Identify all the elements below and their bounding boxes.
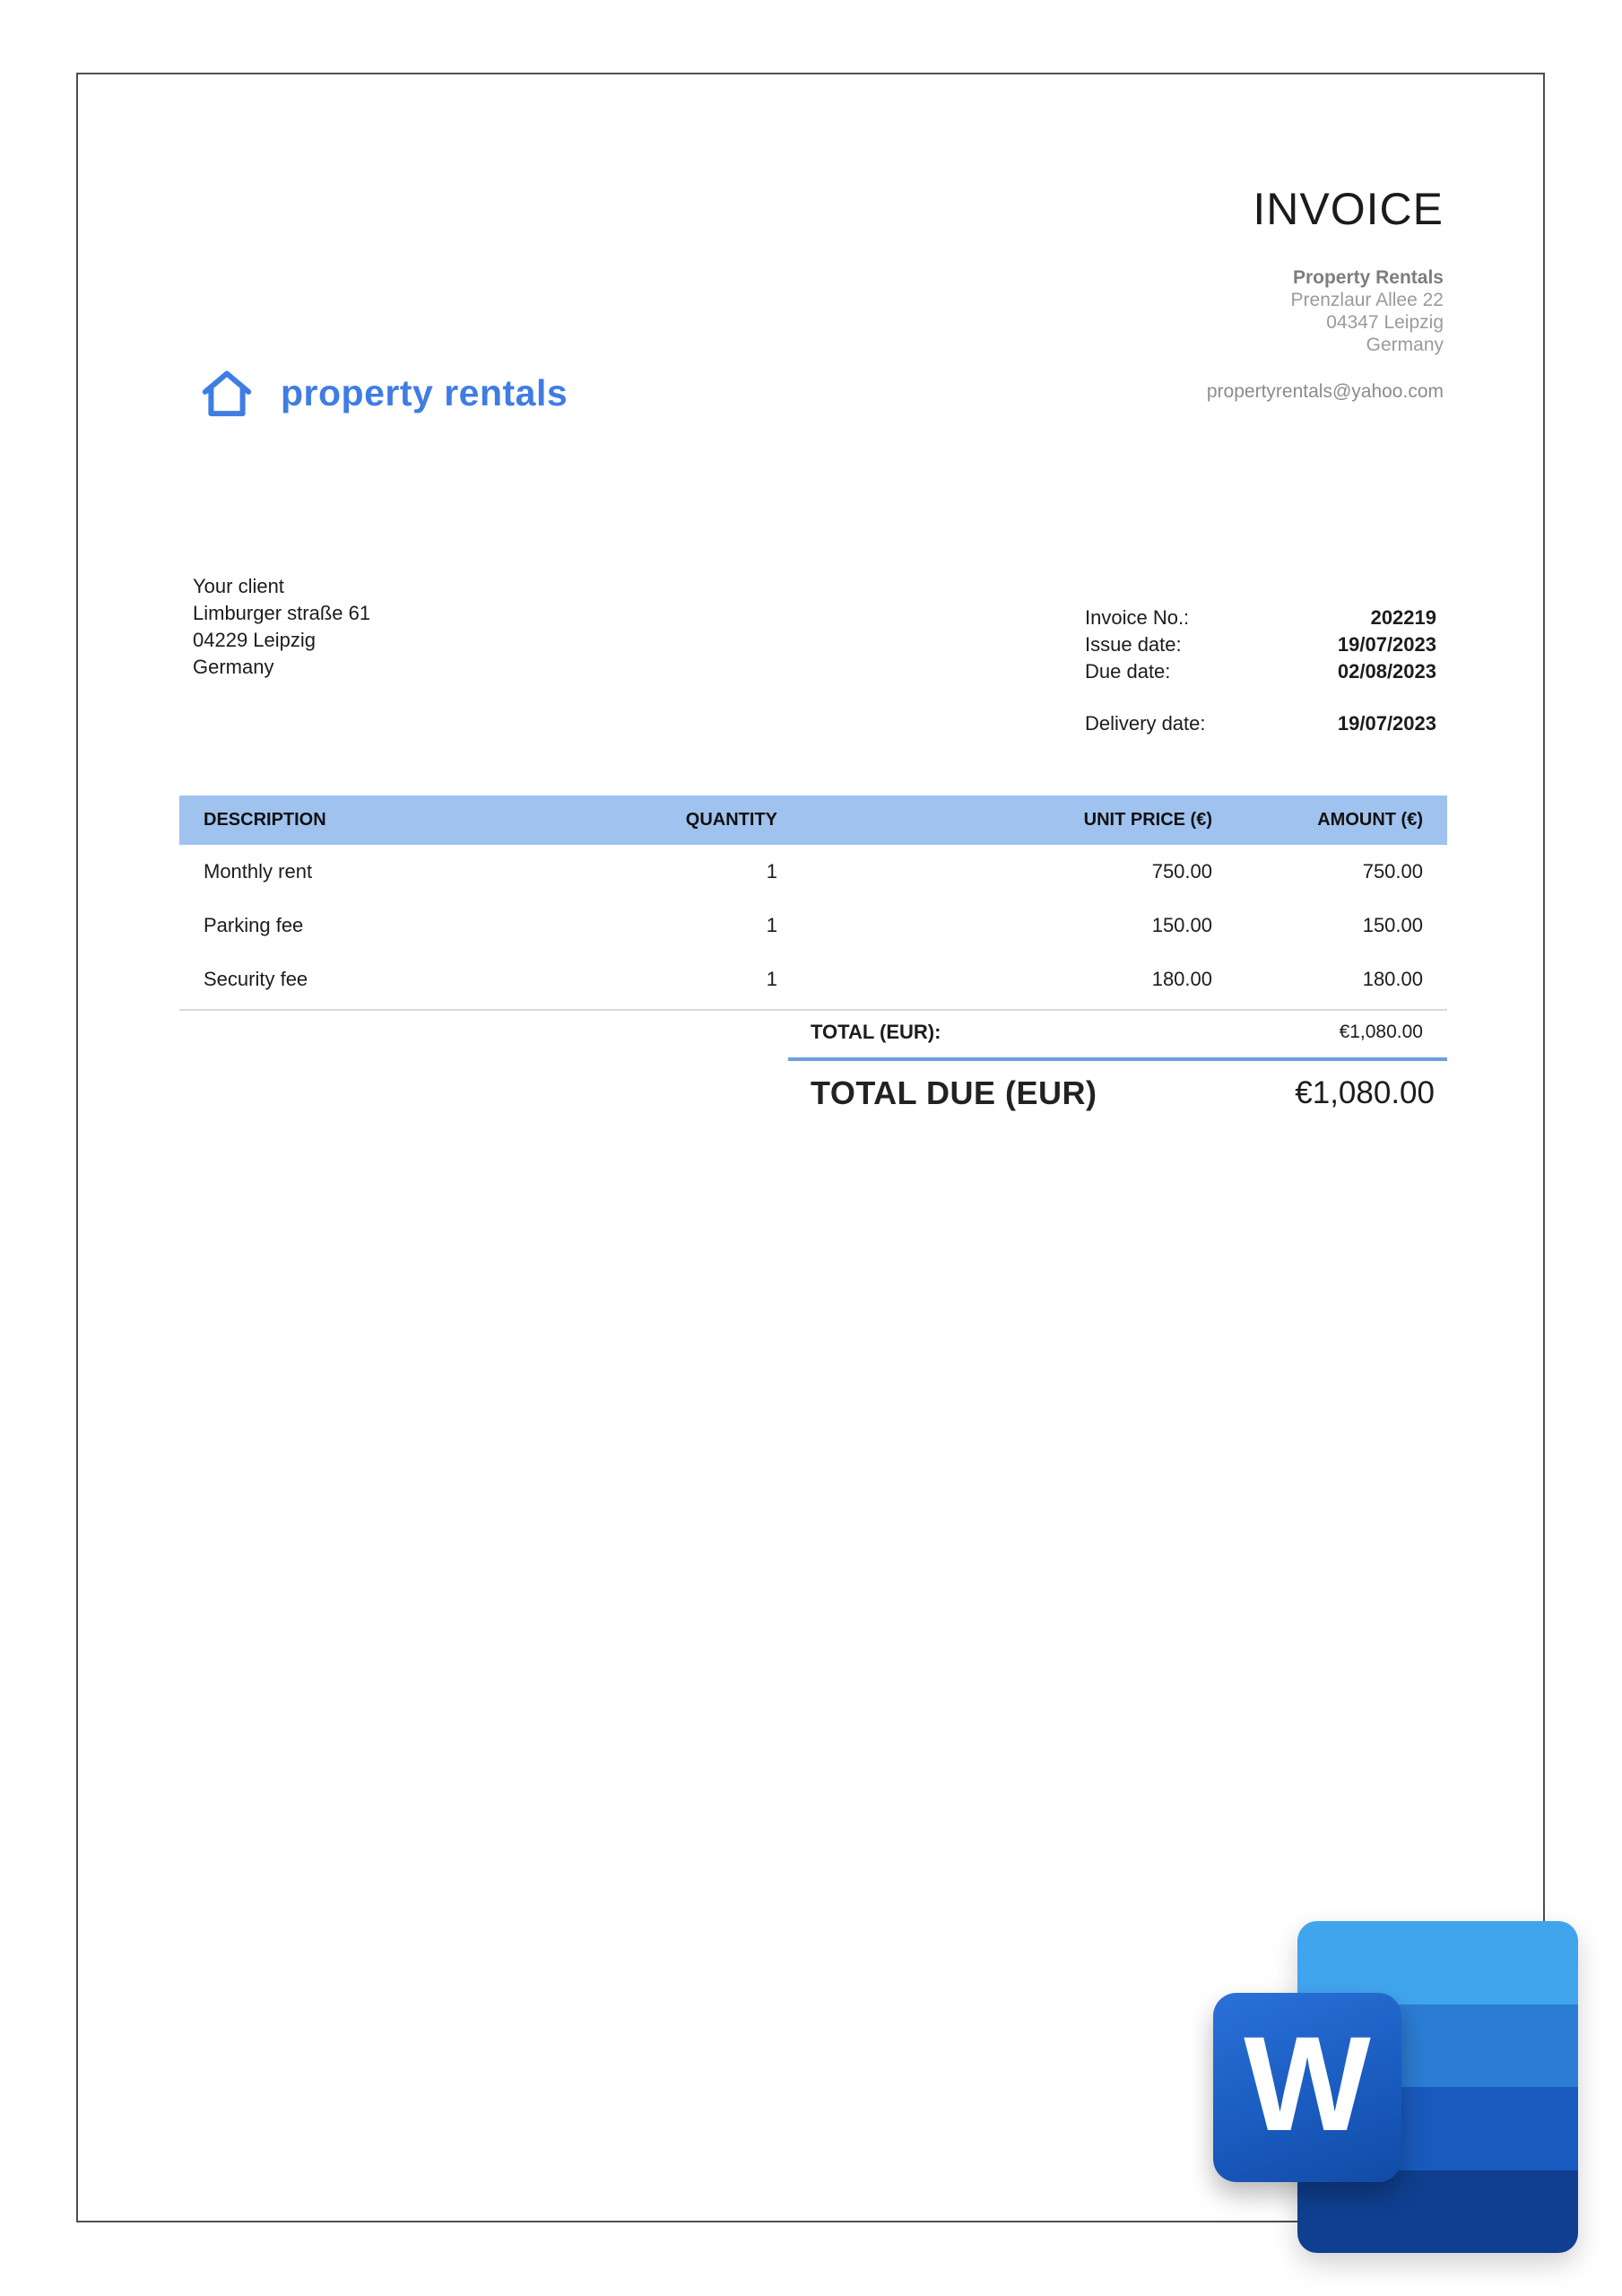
- table-row: Parking fee 1 150.00 150.00: [179, 899, 1447, 952]
- header-description: DESCRIPTION: [204, 810, 326, 830]
- company-address-block: Property Rentals Prenzlaur Allee 22 0434…: [1207, 266, 1444, 403]
- grand-total-value: €1,080.00: [1295, 1075, 1435, 1110]
- invoice-meta-block: Invoice No.: 202219 Issue date: 19/07/20…: [1085, 604, 1436, 737]
- totals-block: TOTAL (EUR): €1,080.00 TOTAL DUE (EUR) €…: [788, 1016, 1447, 1115]
- item-description: Monthly rent: [204, 860, 313, 883]
- item-amount: 750.00: [1362, 860, 1423, 883]
- issue-date-value: 19/07/2023: [1337, 633, 1436, 656]
- subtotal-label: TOTAL (EUR):: [811, 1021, 941, 1043]
- client-address-block: Your client Limburger straße 61 04229 Le…: [193, 573, 370, 681]
- header-amount: AMOUNT (€): [1317, 810, 1423, 830]
- table-row: Monthly rent 1 750.00 750.00: [179, 845, 1447, 899]
- item-unit-price: 750.00: [1151, 860, 1212, 883]
- client-line: Your client: [193, 575, 284, 597]
- invoice-page: INVOICE Property Rentals Prenzlaur Allee…: [76, 73, 1545, 2222]
- subtotal-row: TOTAL (EUR): €1,080.00: [788, 1016, 1447, 1048]
- due-date-row: Due date: 02/08/2023: [1085, 658, 1436, 685]
- delivery-date-label: Delivery date:: [1085, 712, 1206, 735]
- company-address-line: Germany: [1366, 335, 1444, 355]
- due-date-value: 02/08/2023: [1337, 660, 1436, 683]
- client-line: Limburger straße 61: [193, 602, 371, 624]
- item-quantity: 1: [766, 914, 777, 936]
- grand-total-row: TOTAL DUE (EUR) €1,080.00: [788, 1072, 1447, 1115]
- client-line: Germany: [193, 656, 274, 678]
- item-unit-price: 180.00: [1151, 968, 1212, 990]
- invoice-title: INVOICE: [1253, 184, 1444, 234]
- issue-date-label: Issue date:: [1085, 633, 1182, 656]
- due-date-label: Due date:: [1085, 660, 1171, 683]
- header-unit-price: UNIT PRICE (€): [1083, 810, 1212, 830]
- item-amount: 150.00: [1362, 914, 1423, 936]
- subtotal-value: €1,080.00: [1339, 1022, 1423, 1042]
- items-total-divider: [179, 1009, 1447, 1011]
- brand-logo-text: property rentals: [281, 371, 568, 413]
- invoice-number-row: Invoice No.: 202219: [1085, 604, 1436, 631]
- brand-logo: property rentals: [195, 363, 568, 422]
- grand-total-label: TOTAL DUE (EUR): [811, 1074, 1097, 1111]
- item-quantity: 1: [766, 968, 777, 990]
- item-amount: 180.00: [1362, 968, 1423, 990]
- item-quantity: 1: [766, 860, 777, 883]
- item-description: Security fee: [204, 968, 308, 990]
- word-band-4: [1297, 2170, 1578, 2253]
- company-address-line: 04347 Leipzig: [1326, 312, 1444, 333]
- line-items-table: DESCRIPTION QUANTITY UNIT PRICE (€) AMOU…: [179, 796, 1447, 1006]
- table-header-row: DESCRIPTION QUANTITY UNIT PRICE (€) AMOU…: [179, 796, 1447, 845]
- word-w-tile: W: [1213, 1993, 1401, 2182]
- invoice-number-value: 202219: [1370, 606, 1436, 629]
- word-band-1: [1297, 1921, 1578, 2005]
- company-email: propertyrentals@yahoo.com: [1206, 381, 1444, 402]
- total-rule: [788, 1057, 1447, 1061]
- item-description: Parking fee: [204, 914, 304, 936]
- issue-date-row: Issue date: 19/07/2023: [1085, 631, 1436, 658]
- client-line: 04229 Leipzig: [193, 629, 317, 651]
- table-row: Security fee 1 180.00 180.00: [179, 952, 1447, 1006]
- company-address-line: Prenzlaur Allee 22: [1290, 290, 1444, 310]
- header-quantity: QUANTITY: [685, 810, 777, 830]
- delivery-date-row: Delivery date: 19/07/2023: [1085, 710, 1436, 737]
- word-document-icon: [1297, 1921, 1578, 2253]
- house-icon: [195, 363, 259, 422]
- delivery-date-value: 19/07/2023: [1337, 712, 1436, 735]
- word-w-letter: W: [1244, 2007, 1371, 2159]
- invoice-number-label: Invoice No.:: [1085, 606, 1190, 629]
- company-name: Property Rentals: [1292, 267, 1444, 288]
- item-unit-price: 150.00: [1151, 914, 1212, 936]
- microsoft-word-logo: W: [1213, 1921, 1622, 2296]
